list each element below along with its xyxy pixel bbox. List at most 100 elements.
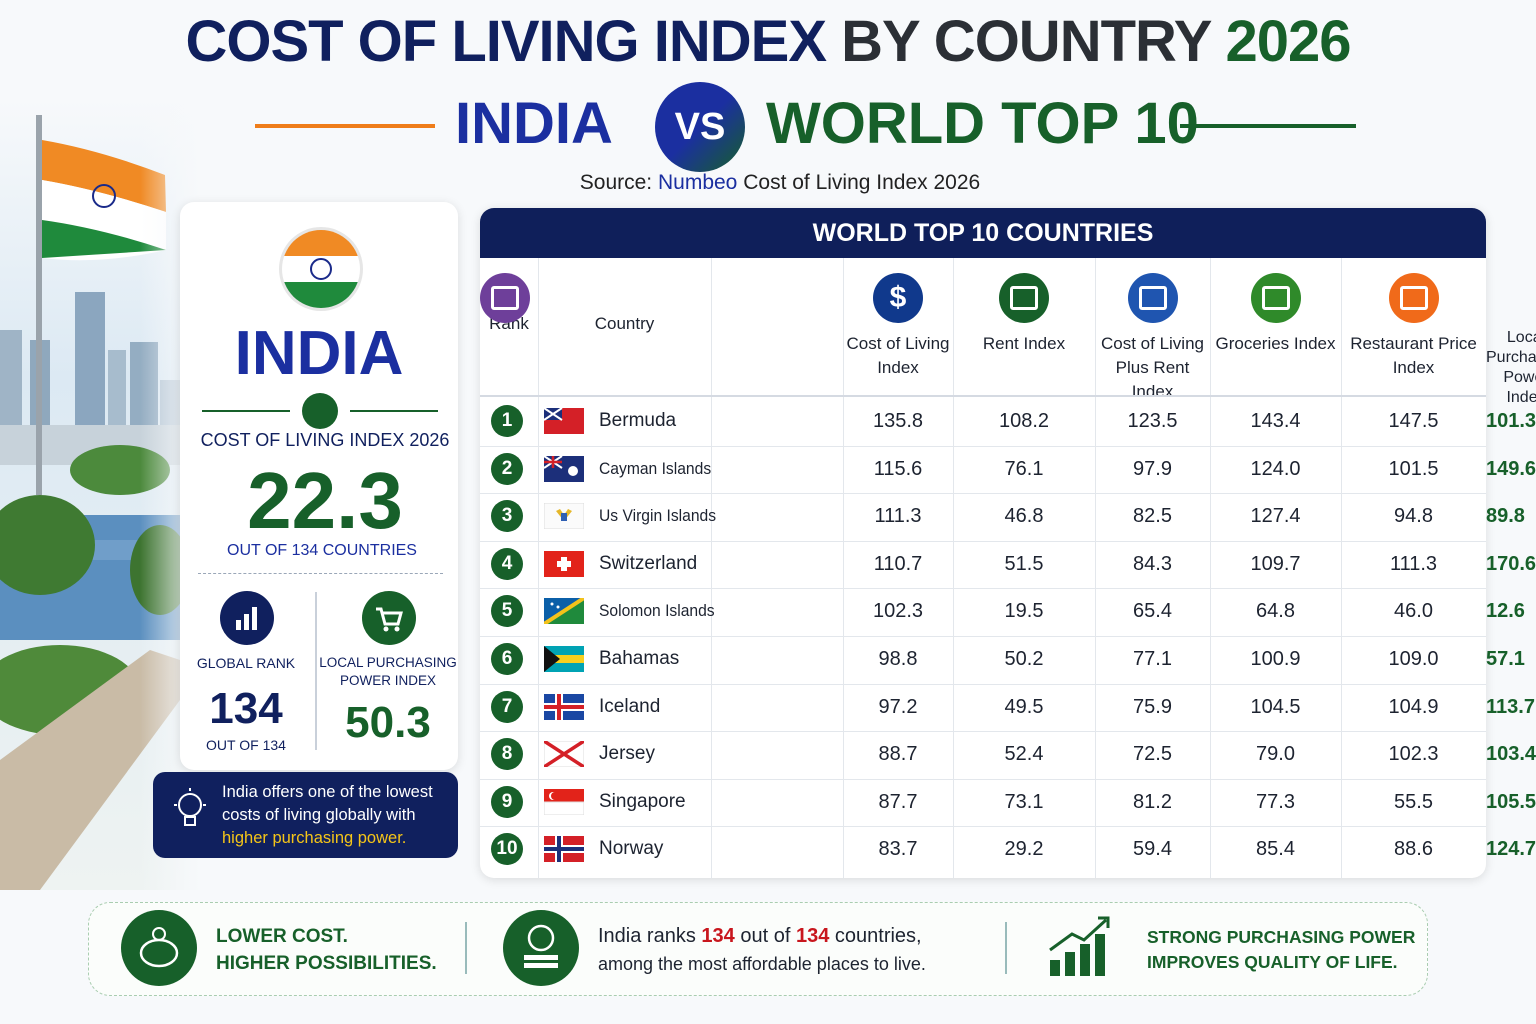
column-header: Country [594,314,655,333]
table-cell: 49.5 [1004,695,1044,718]
decor-circle [121,910,197,986]
row-rule [480,683,1486,685]
column-separator [711,258,712,878]
country-name: Singapore [599,790,686,812]
row-rule [480,826,1486,828]
footer-line: LOWER COST. [216,926,348,947]
row-rule [480,445,1486,447]
table-cell: 29.2 [1004,838,1044,861]
column-icon: $ [873,273,923,323]
decor-rect [544,847,584,852]
column-separator [538,258,539,878]
decor-rect [524,955,558,960]
dashed-divider [198,573,443,574]
decor-svg [543,788,585,816]
lpp-label: LOCAL PURCHASING POWER INDEX [319,655,457,688]
table-cell: 170.6 [1486,552,1536,575]
row-rule [480,540,1486,542]
note-highlight: higher purchasing power. [222,829,407,847]
decor-svg [544,646,584,672]
footer-line: among the most affordable places to live… [598,954,926,974]
decor-path [542,596,586,627]
decor-rect [1065,952,1075,976]
table-cell: 103.4 [1486,743,1536,766]
source: Source: Numbeo Cost of Living Index 2026 [0,171,1536,195]
decor-rect [524,963,558,968]
orange-rule [255,124,435,128]
table-cell: 97.2 [878,695,918,718]
decor-div [1010,286,1038,310]
decor-svg [543,454,584,482]
column-header: Rent Index [982,334,1066,353]
rank-badge: 3 [491,500,523,533]
row-rule [480,731,1486,733]
divider [315,592,317,750]
decor-circle [394,626,400,632]
rank-badge: 7 [491,690,523,723]
country-name: Solomon Islands [599,601,715,621]
country-name: Bermuda [599,410,677,431]
bulb-icon [174,788,206,826]
decor-svg [544,693,584,720]
table-cell: 127.4 [1250,505,1301,528]
decor-circle [551,791,559,800]
source-prefix: Source: [579,171,653,194]
subtitle-right: WORLD TOP 10 [766,91,1199,156]
country-name: Jersey [599,743,655,765]
country-name: Bahamas [599,648,680,669]
table-cell: 102.3 [872,600,924,623]
decor-svg [542,596,586,627]
decor-path [544,455,562,468]
rank-badge: 6 [491,643,523,675]
decor-rect [1050,960,1060,976]
column-icon [480,273,530,323]
table-cell: 65.4 [1133,600,1172,623]
country-flag [544,550,584,577]
table-cell: 88.6 [1394,838,1433,861]
country-flag [544,646,584,672]
footer-item-3: STRONG PURCHASING POWER IMPROVES QUALITY… [1147,925,1415,975]
footer [88,902,1428,996]
decor-circle [527,924,555,952]
table-cell: 51.5 [1004,552,1044,575]
column-icon [999,273,1049,323]
decor-path [543,739,585,769]
rank-value: 134 [209,684,283,733]
table-cell: 124.0 [1250,457,1301,480]
decor-circle [556,605,560,609]
decor-svg [544,836,584,863]
table-cell: 59.4 [1133,838,1172,861]
background-scene [0,100,200,890]
row-rule [480,778,1486,780]
footer-rank: 134 [701,925,735,947]
rank-badge: 1 [491,405,523,437]
rank-icon [220,591,274,645]
table-cell: 73.1 [1004,790,1044,813]
coins-icon [503,910,579,986]
column-icon [1250,273,1301,323]
decor-rect [252,607,257,630]
table-cell: 135.8 [872,410,924,432]
separator [465,922,467,974]
row-rule [480,588,1486,590]
decor-circle [152,927,166,941]
table-cell: 97.9 [1133,457,1172,480]
rank-badge: 8 [491,738,523,771]
table-cell: 88.7 [878,743,918,766]
decor-circle [383,626,389,632]
decor-circle [178,793,202,817]
row-rule [480,636,1486,637]
source-name: Numbeo [657,171,738,194]
table-cell: 75.9 [1133,695,1172,718]
decor-rect [543,801,585,816]
country-name: Norway [599,838,664,860]
rank-badge: 4 [491,547,523,580]
table-cell: 83.7 [878,838,918,861]
table-cell: 111.3 [1389,552,1438,575]
footer-line: STRONG PURCHASING POWER [1147,927,1416,947]
table-cell: 77.1 [1133,648,1172,670]
column-header: Local Purchasing Power Index [1486,329,1536,406]
country-flag [543,502,585,530]
separator [1005,922,1007,974]
